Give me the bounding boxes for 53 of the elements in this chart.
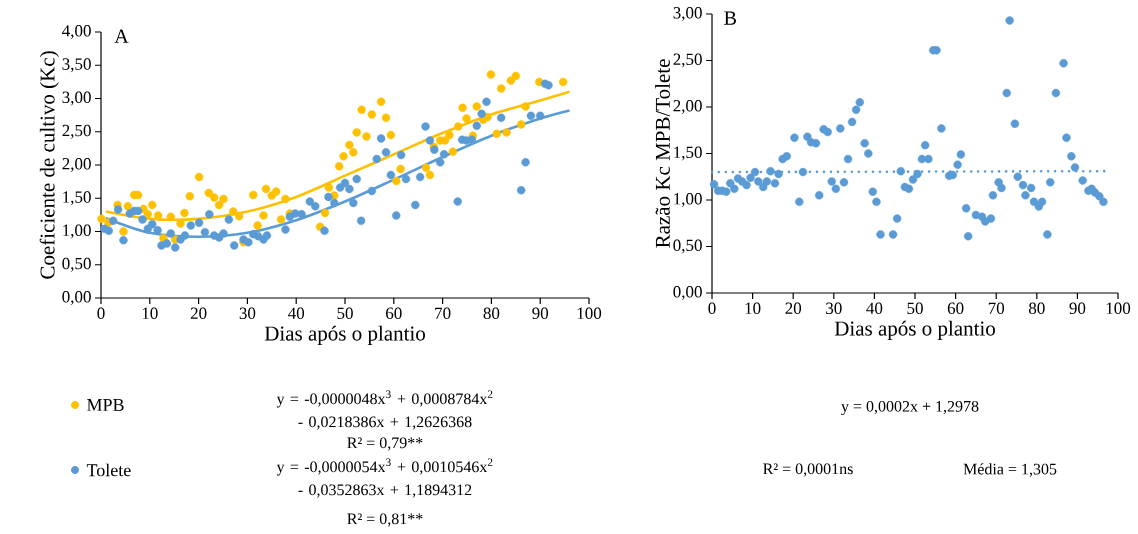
x-tick-label: 10 (142, 307, 158, 319)
x-tick-label: 100 (577, 307, 602, 319)
text: R² = 0,81** (347, 513, 423, 527)
x-tick-label: 20 (190, 307, 207, 319)
x-tick-label: 0 (708, 302, 716, 314)
y-tick-label: 1,50 (63, 191, 91, 206)
x-tick-label: 40 (866, 302, 883, 314)
y-tick-label: 2,00 (673, 100, 702, 114)
y-tick-label: 2,50 (673, 53, 702, 68)
text: R² = 0,0001ns (763, 463, 853, 477)
text: Média = 1,305 (963, 463, 1057, 477)
text: y = -0,0000048x$^{3}$ + 0,0008784x$^{2}$ - 0,0218386x + 1,2626368 (276, 390, 493, 430)
x-tick-label: 50 (337, 307, 353, 319)
x-tick-label: 30 (826, 302, 842, 314)
y-tick-label: 3,50 (62, 58, 91, 73)
x-tick-label: 60 (947, 302, 964, 314)
y-tick-label: 1,00 (63, 224, 91, 239)
chart-title: A (114, 29, 129, 43)
x-tick-label: 20 (785, 302, 802, 314)
y-tick-label: 1,00 (674, 193, 702, 207)
y-tick-label: 0,00 (62, 291, 91, 305)
y-tick-label: 0,00 (673, 286, 702, 300)
y-tick-label: 4,00 (62, 25, 91, 39)
y-tick-label: 2,00 (62, 158, 91, 172)
x-axis-title: Dias após o plantio (834, 320, 996, 340)
x-tick-label: 50 (907, 302, 923, 314)
x-tick-label: 70 (988, 302, 1005, 314)
y-tick-label: 3,00 (673, 7, 702, 21)
x-tick-label: 0 (97, 307, 105, 319)
y-tick-label: 0,50 (673, 239, 702, 254)
x-tick-label: 10 (745, 302, 761, 314)
x-tick-label: 30 (239, 307, 256, 319)
y-axis-title: Coeficiente de cultivo (Kc) (39, 51, 59, 279)
legend-label: MPB (87, 399, 124, 411)
x-tick-label: 60 (386, 307, 402, 319)
legend-label: Tolete (86, 463, 131, 477)
x-tick-label: 70 (435, 307, 451, 319)
y-tick-label: 3,00 (62, 91, 91, 106)
text: R² = 0,79** (347, 437, 423, 451)
x-tick-label: 100 (1106, 302, 1131, 314)
x-tick-label: 90 (532, 307, 549, 319)
y-tick-label: 1,50 (674, 146, 702, 161)
y-tick-label: 2,50 (62, 124, 91, 139)
x-tick-label: 80 (1028, 302, 1045, 314)
x-tick-label: 40 (288, 307, 305, 319)
text: y = -0,0000054x$^{3}$ + 0,0010546x$^{2}$ - 0,0352863x + 1,1894312 (276, 458, 493, 498)
x-tick-label: 80 (483, 307, 500, 319)
y-tick-label: 0,50 (62, 257, 91, 272)
chart-title: B (724, 11, 737, 25)
x-tick-label: 90 (1069, 302, 1086, 314)
y-axis-title: Razão Kc MPB/Tolete (655, 59, 670, 248)
x-axis-title: Dias após o plantio (264, 325, 425, 345)
text: y = 0,0002x + 1,2978 (841, 400, 979, 416)
